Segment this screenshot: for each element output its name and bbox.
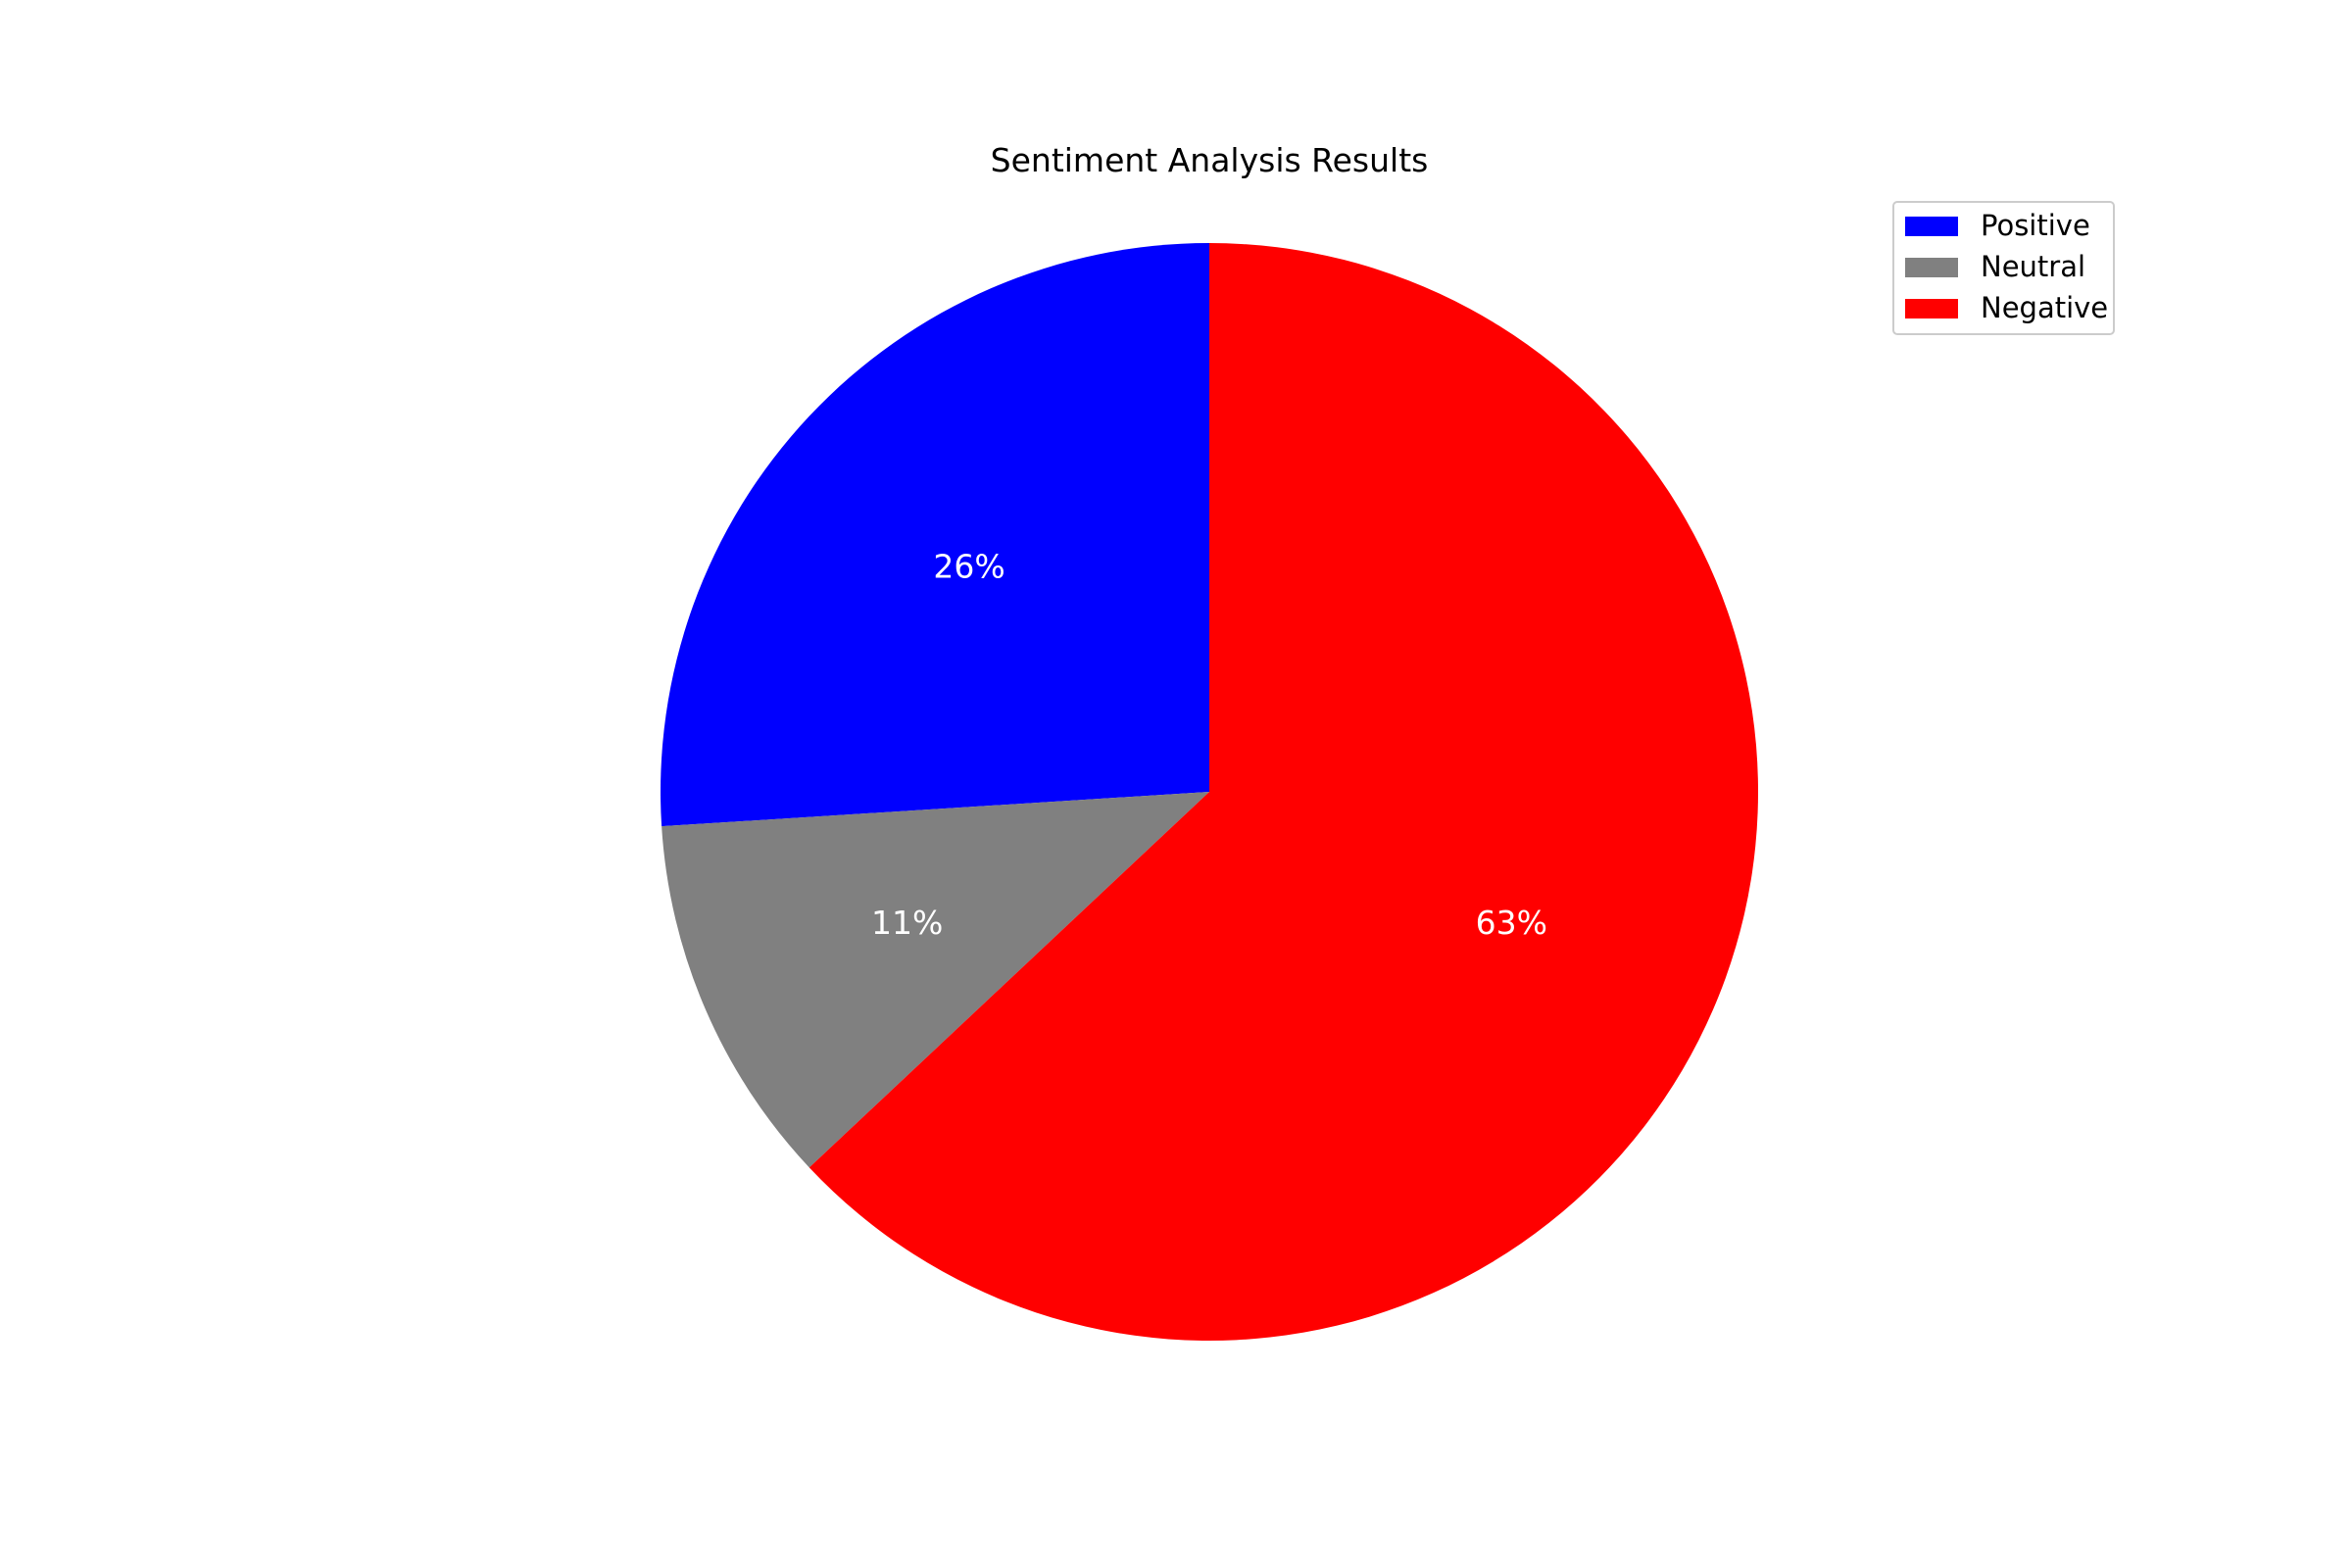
legend-label-negative: Negative bbox=[1981, 291, 2108, 324]
pie-slice-positive bbox=[661, 243, 1209, 827]
legend: Positive Neutral Negative bbox=[1892, 201, 2115, 335]
legend-swatch-negative bbox=[1905, 299, 1958, 318]
legend-swatch-positive bbox=[1905, 217, 1958, 236]
slice-percent-label-positive: 26% bbox=[933, 547, 1004, 585]
pie-slice-negative bbox=[808, 243, 1758, 1341]
pie-slices bbox=[661, 243, 1758, 1341]
slice-percent-label-negative: 63% bbox=[1476, 904, 1547, 942]
slice-percent-label-neutral: 11% bbox=[871, 904, 943, 942]
legend-label-neutral: Neutral bbox=[1981, 250, 2085, 283]
chart-title: Sentiment Analysis Results bbox=[991, 141, 1429, 179]
slice-labels: 26% 11% 63% bbox=[871, 547, 1547, 941]
legend-label-positive: Positive bbox=[1981, 209, 2090, 242]
pie-slice-neutral bbox=[662, 792, 1209, 1168]
legend-swatch-neutral bbox=[1905, 258, 1958, 277]
